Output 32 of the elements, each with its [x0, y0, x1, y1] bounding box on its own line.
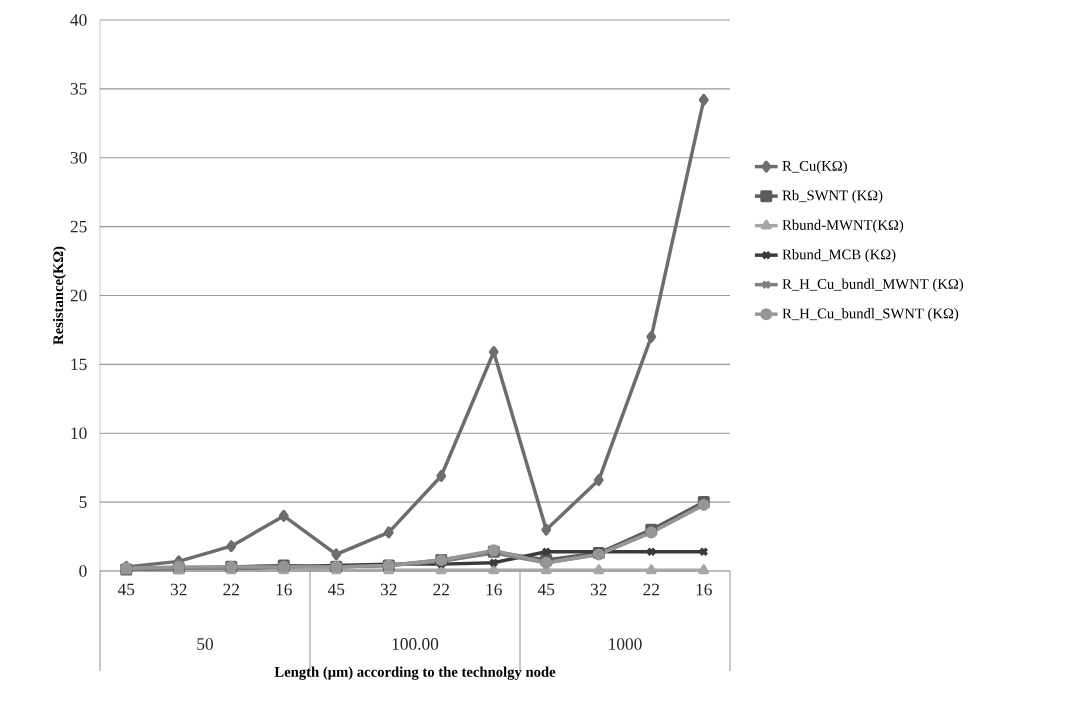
- legend-label: R_Cu(KΩ): [782, 160, 847, 174]
- y-tick-label: 5: [79, 496, 87, 508]
- x-tick-label: 22: [433, 583, 449, 596]
- y-tick-label: 25: [70, 220, 87, 233]
- legend-label: Rb_SWNT (KΩ): [782, 190, 883, 204]
- y-tick-label: 20: [70, 289, 87, 302]
- x-tick-label: 22: [223, 583, 239, 596]
- x-tick-label: 45: [117, 583, 135, 596]
- x-tick-label: 16: [696, 583, 712, 596]
- legend-label: Rbund-MWNT(KΩ): [782, 219, 904, 233]
- x-tick-label: 45: [327, 583, 345, 596]
- text: 50: [197, 638, 214, 650]
- x-tick-label: 16: [276, 583, 292, 596]
- x-tick-label: 22: [643, 583, 659, 596]
- x-tick-label: 16: [486, 583, 502, 596]
- x-tick-label: 32: [590, 583, 607, 596]
- y-tick-label: 10: [71, 427, 87, 440]
- x-tick-label: 45: [537, 583, 555, 596]
- x-tick-label: 32: [380, 583, 397, 596]
- x-tick-label: 32: [170, 583, 187, 596]
- y-tick-label: 35: [70, 83, 87, 95]
- legend-label: R_H_Cu_bundl_SWNT (KΩ): [782, 308, 959, 322]
- x-axis-title: Length (μm) according to the technolgy node: [274, 666, 556, 680]
- legend-label: R_H_Cu_bundl_MWNT (KΩ): [782, 278, 964, 292]
- y-tick-label: 0: [79, 565, 87, 577]
- legend-label: Rbund_MCB (KΩ): [782, 249, 896, 263]
- y-tick-label: 40: [70, 14, 87, 26]
- y-tick-label: 15: [71, 358, 87, 371]
- text: 1000: [609, 638, 642, 650]
- text: 100.00: [392, 638, 439, 650]
- y-axis-title: Resistance(KΩ): [52, 246, 67, 345]
- y-tick-label: 30: [70, 151, 87, 164]
